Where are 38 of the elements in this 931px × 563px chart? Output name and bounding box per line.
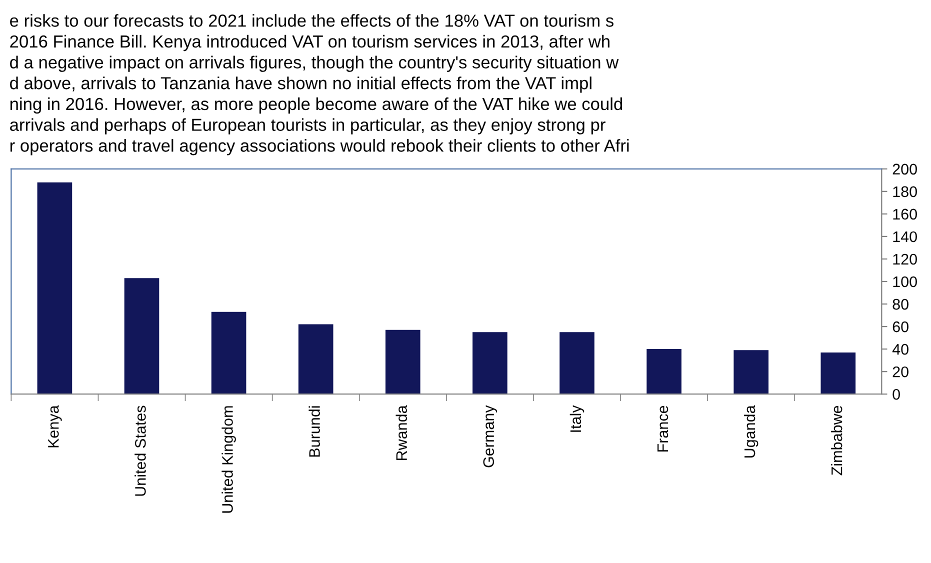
y-tick-label: 60 bbox=[892, 321, 908, 332]
text: d above, arrivals to Tanzania have shown no initial effects from the VAT impl bbox=[10, 76, 592, 93]
text: ning in 2016. However, as more people become aware of the VAT hike we could bbox=[10, 97, 622, 114]
text: r operators and travel agency associations would rebook their clients to other Afri bbox=[10, 139, 629, 156]
bar bbox=[124, 278, 160, 394]
text: e risks to our forecasts to 2021 include the effects of the 18% VAT on tourism s bbox=[10, 14, 614, 27]
y-tick-label: 80 bbox=[892, 298, 908, 310]
text: 2016 Finance Bill. Kenya introduced VAT on tourism services in 2013, after wh bbox=[10, 34, 610, 52]
y-tick-label: 20 bbox=[892, 366, 908, 378]
y-tick-label: 180 bbox=[893, 186, 917, 198]
y-tick-label: 140 bbox=[893, 231, 917, 242]
y-tick-label: 120 bbox=[893, 254, 917, 265]
x-tick-label: Kenya bbox=[48, 405, 62, 448]
x-tick-label: Zimbabwe bbox=[831, 406, 842, 476]
x-tick-label: Italy bbox=[570, 405, 584, 432]
bar bbox=[298, 324, 334, 394]
y-tick-label: 160 bbox=[893, 208, 917, 220]
y-tick-label: 40 bbox=[892, 344, 908, 355]
x-tick-label: United States bbox=[134, 406, 146, 496]
x-tick-label: France bbox=[657, 406, 668, 452]
bar bbox=[820, 352, 856, 394]
bar bbox=[646, 349, 682, 394]
text: d a negative impact on arrivals figures, though the country's security situation w bbox=[10, 56, 619, 72]
bar bbox=[37, 182, 72, 394]
x-tick-label: Uganda bbox=[744, 405, 758, 458]
x-tick-label: Rwanda bbox=[396, 405, 407, 460]
y-tick-label: 200 bbox=[892, 164, 917, 175]
y-tick-label: 0 bbox=[892, 388, 900, 400]
bar bbox=[472, 332, 508, 394]
bar bbox=[560, 332, 594, 394]
x-tick-label: Burundi bbox=[308, 406, 320, 457]
bar bbox=[385, 330, 420, 394]
bar bbox=[734, 350, 768, 394]
y-tick-label: 100 bbox=[893, 276, 917, 288]
text: arrivals and perhaps of European tourists in particular, as they enjoy strong pr bbox=[10, 118, 606, 134]
bar bbox=[211, 312, 246, 394]
x-tick-label: United Kingdom bbox=[222, 406, 236, 513]
x-tick-label: Germany bbox=[483, 405, 498, 468]
